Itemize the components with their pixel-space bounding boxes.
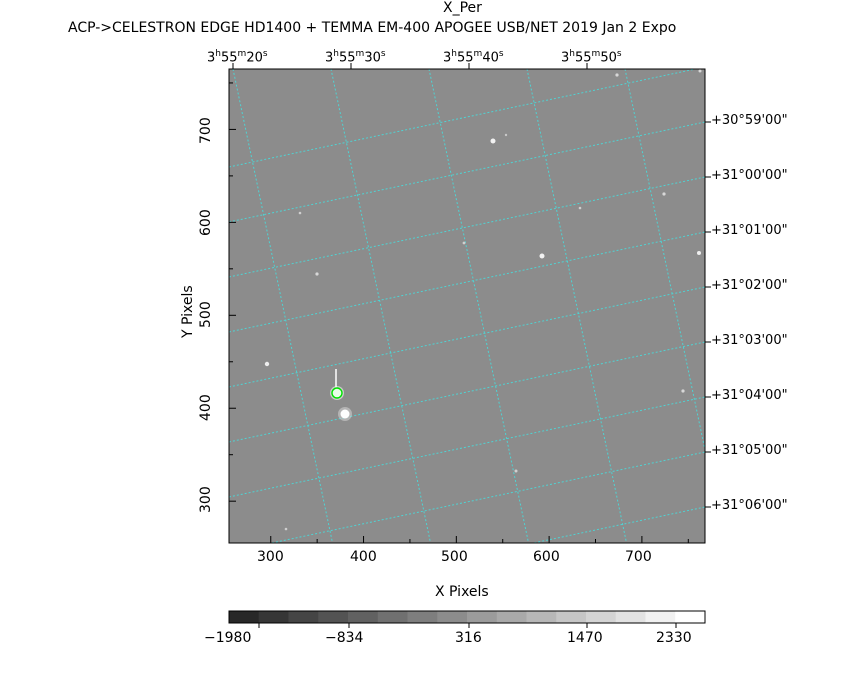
star — [338, 407, 352, 421]
star — [298, 211, 302, 215]
stars — [264, 69, 702, 531]
dec-grid-line — [269, 451, 705, 543]
x-tick-label: 500 — [441, 549, 468, 565]
colorbar-segment — [377, 611, 408, 623]
x-tick-label: 600 — [533, 549, 560, 565]
object-name: X_Per — [443, 0, 482, 16]
y-tick-label: 600 — [198, 209, 214, 236]
star — [698, 69, 702, 73]
y-tick-label: 500 — [198, 301, 214, 328]
dec-label: +31°03'00" — [711, 333, 788, 348]
star — [662, 192, 666, 196]
ra-label: 3h55m40s — [443, 49, 504, 66]
colorbar-segment — [437, 611, 468, 623]
dec-grid-line — [229, 231, 705, 333]
ra-grid-line — [526, 69, 628, 543]
colorbar-segment — [288, 611, 319, 623]
ra-grid-line — [330, 69, 432, 543]
dec-label: +31°00'00" — [711, 168, 788, 183]
dec-grid-line — [229, 396, 705, 498]
plot-frame — [228, 68, 706, 544]
instrument-line: ACP->CELESTRON EDGE HD1400 + TEMMA EM-40… — [68, 20, 677, 36]
star — [578, 206, 582, 210]
star — [264, 361, 270, 367]
x-axis-label: X Pixels — [435, 584, 489, 600]
star — [615, 73, 619, 77]
colorbar-segment — [556, 611, 587, 623]
dec-grid-line — [229, 69, 698, 168]
colorbar-segment — [229, 611, 260, 623]
star — [504, 133, 508, 137]
dec-label: +31°02'00" — [711, 278, 788, 293]
ra-label: 3h55m30s — [325, 49, 386, 66]
colorbar-segment — [586, 611, 617, 623]
colorbar-segment — [258, 611, 289, 623]
coordinate-grid — [229, 69, 823, 543]
colorbar-label: −834 — [325, 630, 364, 646]
star — [514, 469, 518, 473]
colorbar-segment — [407, 611, 438, 623]
colorbar-segment — [645, 611, 676, 623]
dec-label: +31°04'00" — [711, 388, 788, 403]
dec-grid-line — [531, 506, 705, 543]
dec-label: +31°06'00" — [711, 498, 788, 513]
axis-ticks — [229, 82, 689, 543]
colorbar — [229, 611, 706, 628]
x-tick-label: 300 — [257, 549, 284, 565]
dec-grid-line — [229, 176, 705, 278]
colorbar-label: 316 — [455, 630, 482, 646]
y-axis-label: Y Pixels — [180, 285, 196, 338]
colorbar-segment — [675, 611, 706, 623]
sky-image — [229, 69, 705, 543]
ra-label: 3h55m50s — [561, 49, 622, 66]
star — [315, 272, 319, 276]
y-tick-label: 700 — [198, 117, 214, 144]
star — [284, 527, 288, 531]
dec-grid-line — [229, 121, 705, 223]
colorbar-label: −1980 — [204, 630, 252, 646]
ra-grid-line — [723, 69, 823, 543]
dec-grid-line — [229, 286, 705, 388]
y-tick-label: 400 — [198, 394, 214, 421]
colorbar-segment — [467, 611, 498, 623]
star — [490, 138, 496, 144]
ra-label: 3h55m20s — [207, 49, 268, 66]
dec-ticks — [705, 121, 711, 508]
x-tick-label: 700 — [625, 549, 652, 565]
star — [697, 251, 701, 255]
ra-ticks — [232, 63, 588, 69]
target-marker — [331, 387, 343, 399]
dec-label: +31°01'00" — [711, 223, 788, 238]
dec-label: +30°59'00" — [711, 113, 788, 128]
colorbar-segment — [526, 611, 557, 623]
star — [340, 409, 350, 419]
colorbar-segment — [348, 611, 379, 623]
colorbar-segment — [318, 611, 349, 623]
y-tick-label: 300 — [198, 486, 214, 513]
colorbar-label: 2330 — [656, 630, 692, 646]
colorbar-segment — [496, 611, 527, 623]
ra-grid-line — [428, 69, 530, 543]
colorbar-frame — [228, 610, 706, 624]
ra-grid-line — [232, 69, 334, 543]
star — [462, 241, 466, 245]
dec-label: +31°05'00" — [711, 443, 788, 458]
ra-grid-line — [624, 69, 705, 453]
colorbar-segment — [615, 611, 646, 623]
colorbar-label: 1470 — [567, 630, 603, 646]
star — [539, 253, 545, 259]
x-tick-label: 400 — [350, 549, 377, 565]
target-star — [330, 369, 344, 400]
star — [681, 389, 685, 393]
